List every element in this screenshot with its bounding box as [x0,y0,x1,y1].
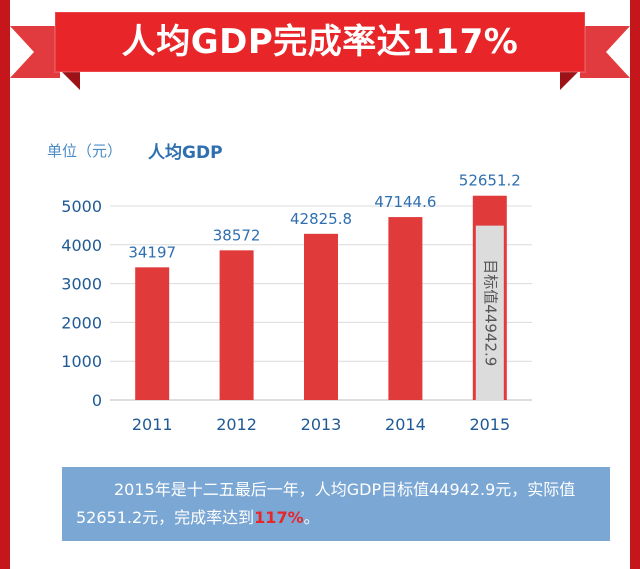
x-tick-label: 2015 [469,415,510,434]
data-label: 34197 [128,243,176,261]
unit-label: 单位（元） [47,142,123,160]
data-label: 42825.8 [290,210,352,228]
bar [219,250,254,400]
note-highlight: 117% [254,508,304,527]
bar [304,233,338,400]
note-text: 2015年是十二五最后一年，人均GDP目标值44942.9元，实际值52651.… [76,480,576,527]
bar [135,267,170,400]
data-label: 47144.6 [374,193,436,211]
y-tick-label: 1000 [61,352,102,371]
data-label: 52651.2 [459,172,521,190]
y-tick-label: 3000 [61,275,102,294]
x-tick-label: 2011 [132,415,173,434]
gdp-bar-chart: 0 1000 2000 3000 4000 5000 34197 2011 38572 2012 4… [61,172,532,434]
bar [388,217,423,400]
x-tick-label: 2012 [216,415,257,434]
x-tick-label: 2013 [301,415,342,434]
note-text-end: 。 [303,508,320,527]
y-tick-label: 5000 [61,197,102,216]
y-tick-label: 2000 [61,313,102,332]
y-tick-label: 0 [92,391,102,410]
target-label: 目标值44942.9 [481,259,499,366]
target-bar [475,225,504,400]
y-tick-label: 4000 [61,236,102,255]
series-label: 人均GDP [148,143,223,163]
frame-right-border [630,0,640,569]
title-ribbon [10,11,630,90]
frame-left-border [0,0,10,569]
data-label: 38572 [213,226,261,244]
x-tick-label: 2014 [385,415,426,434]
banner-title: 人均GDP完成率达117% [121,22,519,62]
summary-note: 2015年是十二五最后一年，人均GDP目标值44942.9元，实际值52651.… [62,467,610,541]
